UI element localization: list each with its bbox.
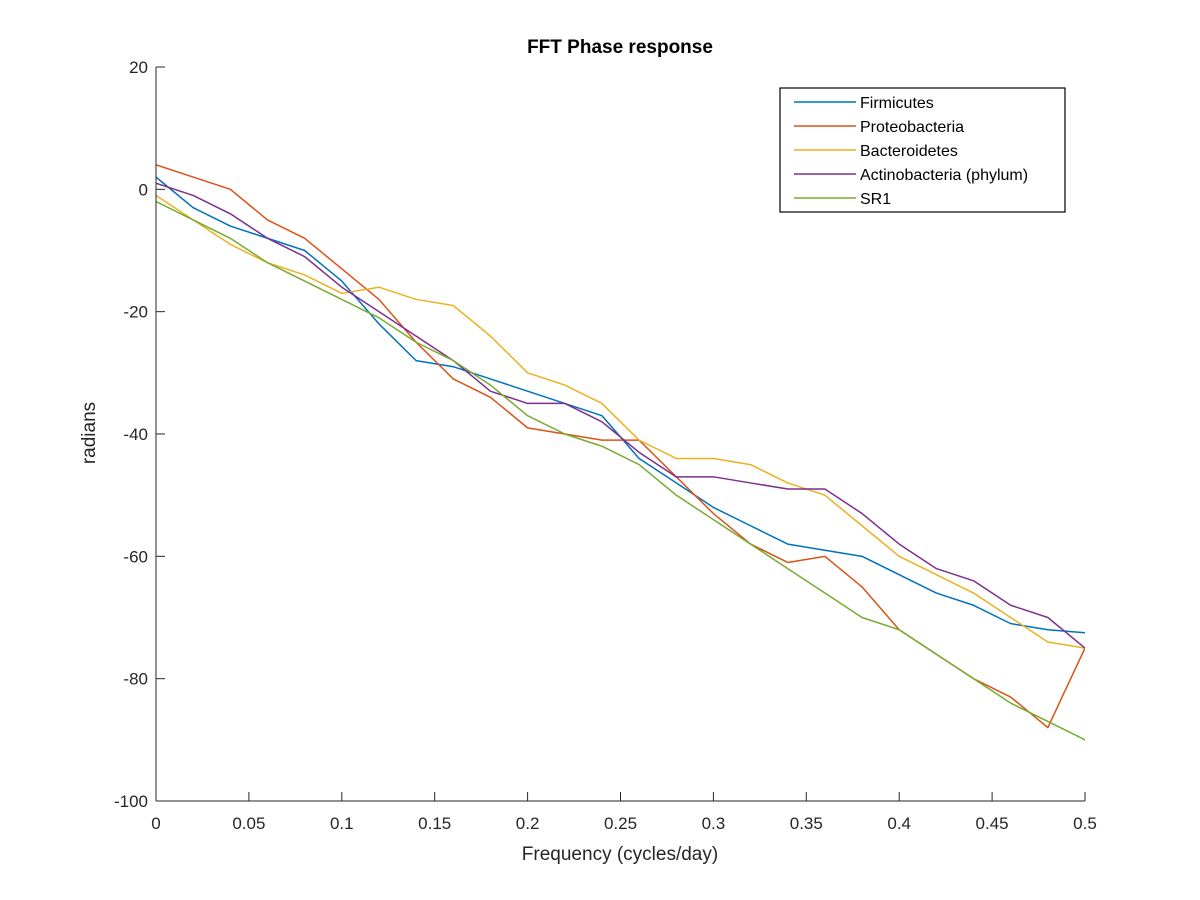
x-tick-label: 0.35 — [790, 814, 823, 833]
legend-entry: Bacteroidetes — [860, 143, 958, 160]
legend-entry: Proteobacteria — [860, 119, 964, 136]
legend-entry: Firmicutes — [860, 95, 934, 112]
y-tick-label: -40 — [123, 425, 148, 444]
series-layer — [156, 164, 1085, 741]
y-tick-label: 20 — [129, 58, 148, 77]
x-tick-label: 0.25 — [604, 814, 637, 833]
x-tick-label: 0.4 — [887, 814, 911, 833]
legend: Firmicutes Proteobacteria Bacteroidetes Act… — [779, 87, 1066, 213]
x-tick-label: 0.45 — [976, 814, 1009, 833]
x-axis-label: Frequency (cycles/day) — [522, 844, 718, 865]
axes-layer: 0 0.05 0.1 0.15 0.2 0.25 0.3 0.35 0.4 0.45 0.5200-… — [114, 58, 1097, 833]
y-tick-label: 0 — [139, 180, 148, 199]
x-tick-label: 0.15 — [418, 814, 451, 833]
y-axis-label: radians — [79, 402, 100, 464]
x-tick-label: 0.3 — [702, 814, 726, 833]
x-tick-label: 0.2 — [516, 814, 540, 833]
y-tick-label: -100 — [114, 792, 148, 811]
x-tick-label: 0.1 — [330, 814, 354, 833]
x-tick-label: 0.5 — [1073, 814, 1097, 833]
legend-entry: SR1 — [860, 191, 891, 208]
chart-title: FFT Phase response — [527, 37, 713, 58]
series-line-sr1 — [156, 200, 1085, 741]
x-tick-label: 0.05 — [232, 814, 265, 833]
y-tick-label: -80 — [123, 670, 148, 689]
x-tick-label: 0 — [151, 814, 160, 833]
series-line-bacteroidetes — [156, 194, 1085, 649]
series-line-actinobacteria-phylum — [156, 182, 1085, 649]
y-tick-label: -60 — [123, 547, 148, 566]
legend-entry: Actinobacteria (phylum) — [860, 167, 1028, 184]
y-tick-label: -20 — [123, 303, 148, 322]
